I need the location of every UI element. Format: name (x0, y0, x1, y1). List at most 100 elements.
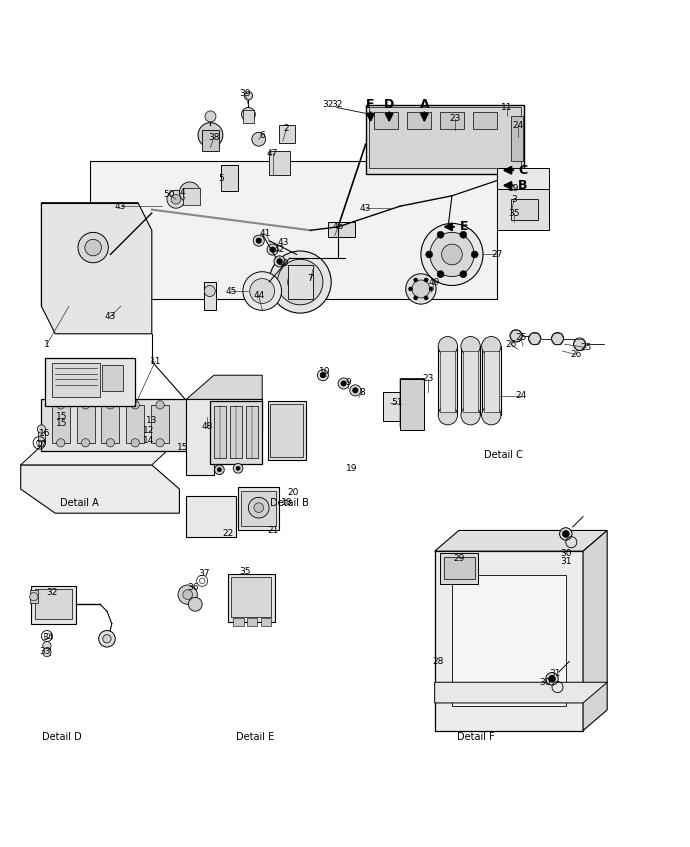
Circle shape (131, 439, 139, 447)
Text: 35: 35 (509, 208, 520, 218)
Circle shape (430, 232, 474, 276)
Text: 10: 10 (319, 368, 330, 376)
Bar (407, 112, 431, 129)
Circle shape (560, 528, 572, 540)
Polygon shape (86, 385, 110, 398)
Circle shape (274, 256, 285, 267)
Circle shape (241, 108, 255, 121)
Text: 27: 27 (491, 250, 502, 259)
Polygon shape (21, 465, 179, 513)
Text: 50: 50 (164, 190, 175, 199)
Polygon shape (41, 202, 152, 334)
Text: 22: 22 (222, 529, 233, 539)
Text: 24: 24 (512, 121, 523, 130)
Bar (38, 429, 45, 441)
Bar (383, 392, 400, 422)
Bar (440, 351, 455, 412)
Circle shape (99, 630, 115, 647)
Text: 32: 32 (46, 588, 57, 597)
Circle shape (248, 497, 269, 518)
Text: 17: 17 (36, 440, 47, 449)
Circle shape (353, 388, 358, 393)
Text: 11: 11 (150, 357, 161, 366)
Bar (328, 222, 355, 237)
Text: 23: 23 (422, 374, 433, 383)
Bar (473, 112, 497, 129)
Text: C: C (518, 163, 528, 177)
Bar (31, 585, 76, 623)
Circle shape (233, 463, 243, 473)
Bar (77, 405, 95, 443)
Circle shape (412, 280, 430, 298)
Bar (400, 379, 424, 430)
Circle shape (217, 468, 221, 472)
Text: B: B (518, 179, 528, 192)
Circle shape (81, 401, 90, 409)
Text: 15: 15 (57, 419, 68, 428)
Circle shape (549, 675, 555, 682)
Circle shape (188, 597, 202, 612)
Polygon shape (95, 388, 119, 401)
Text: 15: 15 (177, 443, 188, 452)
Circle shape (429, 287, 433, 291)
Text: 26: 26 (571, 350, 582, 359)
Text: 43: 43 (277, 238, 288, 247)
Circle shape (252, 132, 266, 147)
Text: 43: 43 (360, 204, 371, 213)
Circle shape (256, 238, 262, 243)
Circle shape (270, 246, 275, 252)
Bar (269, 151, 290, 175)
Text: 18: 18 (281, 498, 292, 507)
Bar (369, 108, 521, 169)
Circle shape (406, 274, 436, 304)
Circle shape (424, 296, 428, 300)
Bar (440, 112, 464, 129)
Text: 28: 28 (433, 657, 444, 666)
Bar (202, 130, 219, 151)
Circle shape (85, 239, 101, 256)
Text: 20: 20 (288, 488, 299, 497)
Circle shape (81, 439, 90, 447)
Polygon shape (435, 551, 583, 731)
Text: Detail B: Detail B (270, 498, 309, 508)
Text: 33: 33 (39, 647, 50, 656)
Circle shape (421, 224, 483, 285)
Circle shape (414, 278, 418, 282)
Polygon shape (400, 379, 424, 427)
Text: Detail E: Detail E (236, 733, 275, 743)
Circle shape (106, 401, 115, 409)
Text: 30: 30 (560, 549, 571, 557)
Circle shape (205, 111, 216, 122)
Bar (438, 346, 457, 415)
Bar (183, 187, 200, 205)
Text: 24: 24 (515, 391, 526, 401)
Text: 6: 6 (259, 130, 265, 140)
Bar (511, 116, 523, 161)
Bar (261, 618, 271, 627)
Text: 43: 43 (105, 312, 116, 321)
Bar (366, 105, 524, 174)
Bar (228, 574, 275, 623)
Text: 23: 23 (450, 114, 461, 123)
Text: 37: 37 (198, 569, 209, 579)
Bar (230, 407, 242, 458)
Circle shape (573, 338, 586, 351)
Bar (482, 346, 501, 415)
Text: 2: 2 (284, 125, 289, 133)
Bar (463, 351, 478, 412)
Polygon shape (435, 682, 607, 703)
Text: E: E (460, 220, 468, 234)
Circle shape (198, 123, 223, 147)
Circle shape (338, 378, 349, 389)
Circle shape (460, 231, 466, 238)
Circle shape (317, 369, 328, 380)
Circle shape (215, 465, 224, 474)
Bar (444, 556, 475, 579)
Text: 42: 42 (274, 245, 285, 254)
Text: Detail F: Detail F (457, 733, 495, 743)
Text: 1: 1 (44, 340, 50, 349)
Text: 3: 3 (511, 195, 517, 204)
Circle shape (277, 258, 282, 264)
Circle shape (156, 439, 164, 447)
Text: 11: 11 (502, 103, 513, 112)
